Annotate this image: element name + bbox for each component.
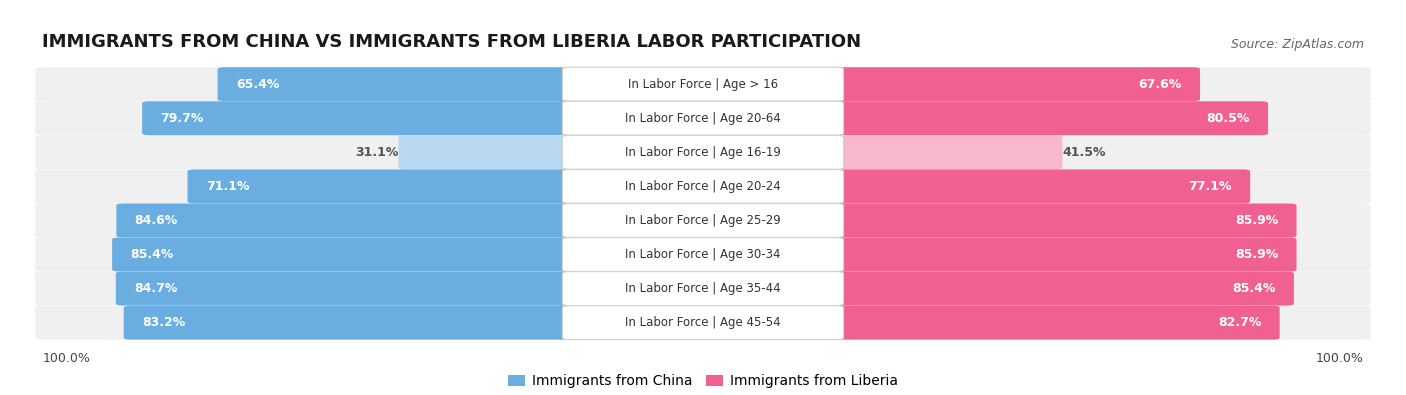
FancyBboxPatch shape (35, 237, 1371, 271)
FancyBboxPatch shape (830, 67, 1201, 101)
Text: 65.4%: 65.4% (236, 78, 280, 91)
Text: 80.5%: 80.5% (1206, 112, 1250, 125)
Text: 85.9%: 85.9% (1234, 214, 1278, 227)
FancyBboxPatch shape (830, 101, 1268, 135)
Text: In Labor Force | Age 16-19: In Labor Force | Age 16-19 (626, 146, 780, 159)
Text: 41.5%: 41.5% (1063, 146, 1107, 159)
FancyBboxPatch shape (35, 306, 1371, 340)
FancyBboxPatch shape (35, 67, 1371, 101)
FancyBboxPatch shape (830, 203, 1296, 237)
FancyBboxPatch shape (830, 237, 1296, 271)
Legend: Immigrants from China, Immigrants from Liberia: Immigrants from China, Immigrants from L… (508, 374, 898, 388)
FancyBboxPatch shape (112, 237, 576, 271)
Text: In Labor Force | Age 35-44: In Labor Force | Age 35-44 (626, 282, 780, 295)
FancyBboxPatch shape (562, 67, 844, 101)
Text: In Labor Force | Age 20-24: In Labor Force | Age 20-24 (626, 180, 780, 193)
Text: 100.0%: 100.0% (42, 352, 90, 365)
Text: 85.9%: 85.9% (1234, 248, 1278, 261)
FancyBboxPatch shape (562, 203, 844, 237)
Text: In Labor Force | Age 30-34: In Labor Force | Age 30-34 (626, 248, 780, 261)
Text: 31.1%: 31.1% (356, 146, 398, 159)
FancyBboxPatch shape (124, 306, 576, 340)
Text: 85.4%: 85.4% (1232, 282, 1275, 295)
Text: In Labor Force | Age 45-54: In Labor Force | Age 45-54 (626, 316, 780, 329)
Text: In Labor Force | Age 25-29: In Labor Force | Age 25-29 (626, 214, 780, 227)
FancyBboxPatch shape (187, 169, 576, 203)
Text: IMMIGRANTS FROM CHINA VS IMMIGRANTS FROM LIBERIA LABOR PARTICIPATION: IMMIGRANTS FROM CHINA VS IMMIGRANTS FROM… (42, 33, 862, 51)
Text: 77.1%: 77.1% (1188, 180, 1232, 193)
FancyBboxPatch shape (830, 306, 1279, 340)
Text: Source: ZipAtlas.com: Source: ZipAtlas.com (1230, 38, 1364, 51)
Text: 79.7%: 79.7% (160, 112, 204, 125)
Text: In Labor Force | Age > 16: In Labor Force | Age > 16 (628, 78, 778, 91)
FancyBboxPatch shape (562, 272, 844, 306)
FancyBboxPatch shape (562, 306, 844, 340)
FancyBboxPatch shape (562, 169, 844, 203)
FancyBboxPatch shape (117, 203, 576, 237)
FancyBboxPatch shape (562, 135, 844, 169)
FancyBboxPatch shape (35, 101, 1371, 135)
Text: 83.2%: 83.2% (142, 316, 186, 329)
FancyBboxPatch shape (142, 101, 576, 135)
Text: 82.7%: 82.7% (1218, 316, 1261, 329)
Text: 84.7%: 84.7% (134, 282, 177, 295)
FancyBboxPatch shape (562, 237, 844, 271)
FancyBboxPatch shape (830, 169, 1250, 203)
FancyBboxPatch shape (35, 203, 1371, 237)
FancyBboxPatch shape (398, 135, 576, 169)
Text: 71.1%: 71.1% (205, 180, 249, 193)
FancyBboxPatch shape (830, 135, 1063, 169)
FancyBboxPatch shape (562, 101, 844, 135)
Text: 100.0%: 100.0% (1316, 352, 1364, 365)
Text: In Labor Force | Age 20-64: In Labor Force | Age 20-64 (626, 112, 780, 125)
FancyBboxPatch shape (115, 272, 576, 306)
Text: 67.6%: 67.6% (1139, 78, 1181, 91)
FancyBboxPatch shape (35, 169, 1371, 203)
Text: 84.6%: 84.6% (135, 214, 179, 227)
FancyBboxPatch shape (218, 67, 576, 101)
FancyBboxPatch shape (35, 272, 1371, 306)
Text: 85.4%: 85.4% (131, 248, 174, 261)
FancyBboxPatch shape (830, 272, 1294, 306)
FancyBboxPatch shape (35, 135, 1371, 169)
